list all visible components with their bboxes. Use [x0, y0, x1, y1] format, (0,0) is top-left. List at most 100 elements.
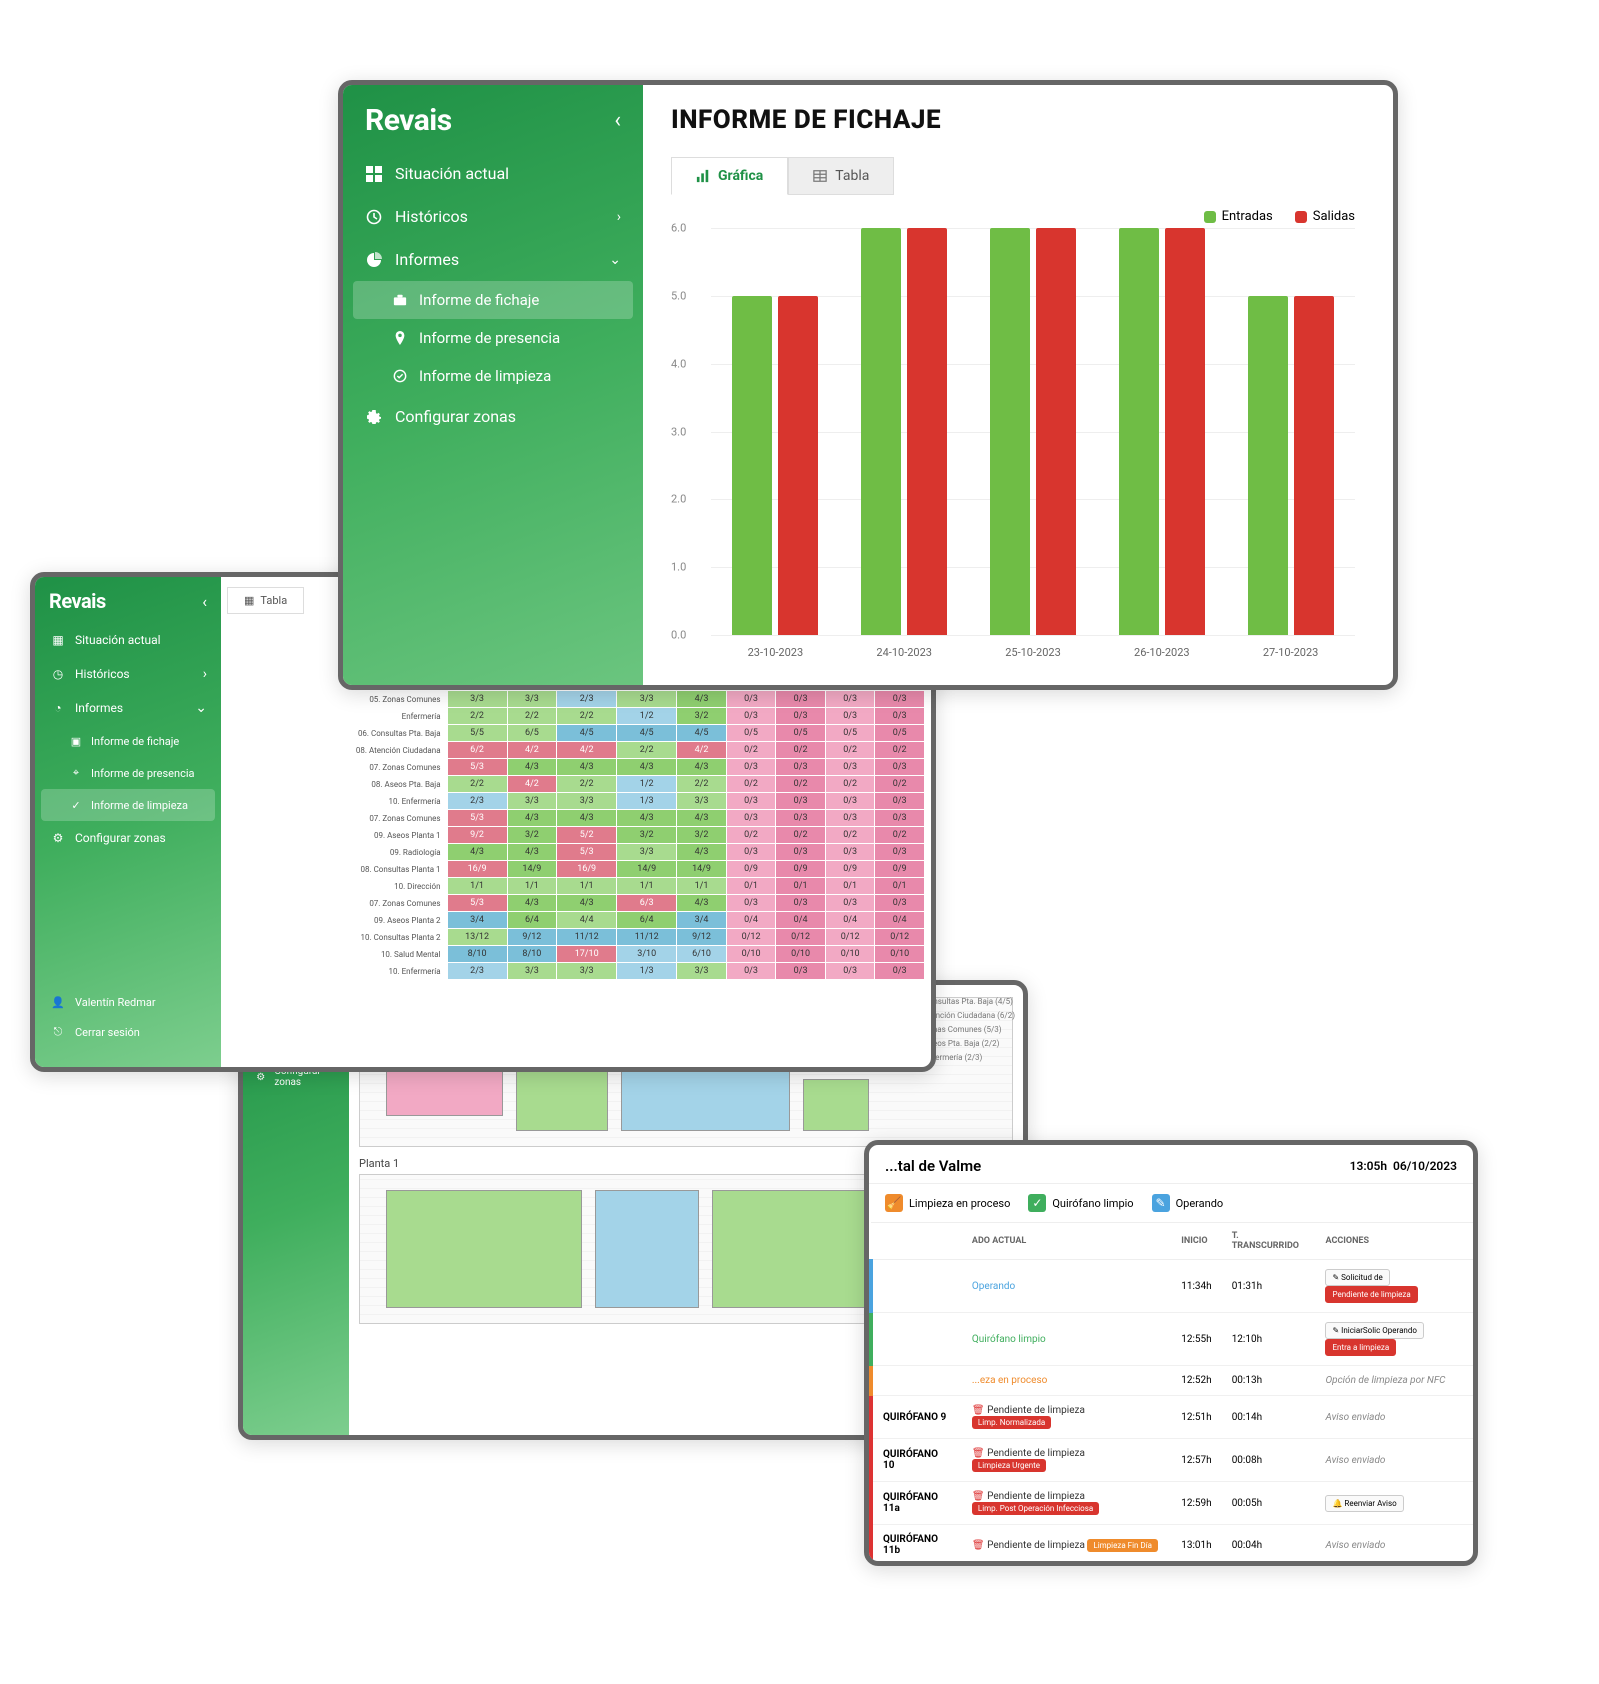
collapse-sidebar-icon[interactable]: ‹	[614, 108, 621, 133]
trash-icon[interactable]: 🗑	[972, 1448, 985, 1459]
heat-cell[interactable]: 3/3	[557, 963, 617, 980]
heat-cell[interactable]: 3/2	[677, 708, 727, 725]
heat-cell[interactable]: 0/3	[726, 810, 776, 827]
heat-cell[interactable]: 5/2	[557, 827, 617, 844]
collapse-sidebar-icon[interactable]: ‹	[202, 592, 207, 611]
heat-cell[interactable]: 0/3	[726, 963, 776, 980]
heat-cell[interactable]: 0/10	[726, 946, 776, 963]
heat-cell[interactable]: 0/3	[825, 963, 875, 980]
heat-cell[interactable]: 3/3	[557, 793, 617, 810]
nav-sub-presencia[interactable]: ⌖ Informe de presencia	[35, 757, 221, 789]
nav-user[interactable]: 👤 Valentín Redmar	[49, 987, 207, 1017]
nav-situacion-actual[interactable]: Situación actual	[343, 152, 643, 195]
heat-cell[interactable]: 3/3	[617, 691, 677, 708]
heat-cell[interactable]: 3/3	[507, 793, 557, 810]
heat-cell[interactable]: 0/3	[875, 759, 925, 776]
nav-configurar[interactable]: ⚙ Configurar zonas	[35, 821, 221, 855]
heat-cell[interactable]: 4/3	[447, 844, 507, 861]
heat-cell[interactable]: 0/5	[875, 725, 925, 742]
heat-cell[interactable]: 0/3	[726, 793, 776, 810]
bar-salidas[interactable]	[907, 228, 947, 635]
heat-cell[interactable]: 2/2	[447, 708, 507, 725]
heat-cell[interactable]: 6/4	[507, 912, 557, 929]
heat-cell[interactable]: 0/1	[825, 878, 875, 895]
bar-salidas[interactable]	[1294, 296, 1334, 635]
heat-cell[interactable]: 0/3	[776, 793, 826, 810]
heat-cell[interactable]: 4/3	[507, 759, 557, 776]
heat-cell[interactable]: 4/3	[507, 895, 557, 912]
heat-cell[interactable]: 0/2	[875, 827, 925, 844]
heat-cell[interactable]: 0/5	[726, 725, 776, 742]
heat-cell[interactable]: 6/5	[507, 725, 557, 742]
heat-cell[interactable]: 3/2	[677, 827, 727, 844]
heat-cell[interactable]: 3/2	[617, 827, 677, 844]
heat-cell[interactable]: 0/4	[875, 912, 925, 929]
heat-cell[interactable]: 0/3	[875, 708, 925, 725]
heat-cell[interactable]: 0/10	[875, 946, 925, 963]
trash-icon[interactable]: 🗑	[972, 1405, 985, 1416]
heat-cell[interactable]: 3/3	[507, 691, 557, 708]
heat-cell[interactable]: 0/5	[825, 725, 875, 742]
heat-cell[interactable]: 4/3	[677, 844, 727, 861]
heat-cell[interactable]: 3/3	[677, 963, 727, 980]
heat-cell[interactable]: 0/3	[776, 963, 826, 980]
heat-cell[interactable]: 0/4	[825, 912, 875, 929]
trash-icon[interactable]: 🗑	[972, 1540, 985, 1551]
heat-cell[interactable]: 14/9	[617, 861, 677, 878]
heat-cell[interactable]: 0/3	[825, 708, 875, 725]
nav-sub-presencia[interactable]: Informe de presencia	[343, 319, 643, 357]
heat-cell[interactable]: 9/12	[507, 929, 557, 946]
heat-cell[interactable]: 0/12	[875, 929, 925, 946]
heat-cell[interactable]: 2/2	[557, 708, 617, 725]
heat-cell[interactable]: 0/12	[776, 929, 826, 946]
heat-cell[interactable]: 4/3	[677, 895, 727, 912]
heat-cell[interactable]: 0/12	[825, 929, 875, 946]
nav-sub-fichaje[interactable]: Informe de fichaje	[353, 281, 633, 319]
resend-button[interactable]: 🔔 Reenviar Aviso	[1325, 1495, 1403, 1512]
heat-cell[interactable]: 9/12	[677, 929, 727, 946]
heat-cell[interactable]: 0/4	[726, 912, 776, 929]
heat-cell[interactable]: 0/9	[825, 861, 875, 878]
heat-cell[interactable]: 0/3	[875, 844, 925, 861]
bar-salidas[interactable]	[778, 296, 818, 635]
bar-salidas[interactable]	[1165, 228, 1205, 635]
heat-cell[interactable]: 2/2	[447, 776, 507, 793]
nav-historicos[interactable]: Históricos ›	[343, 195, 643, 238]
heat-cell[interactable]: 5/3	[447, 810, 507, 827]
heat-cell[interactable]: 4/4	[557, 912, 617, 929]
heat-cell[interactable]: 1/2	[617, 708, 677, 725]
heat-cell[interactable]: 5/3	[557, 844, 617, 861]
heat-cell[interactable]: 4/2	[507, 776, 557, 793]
heat-cell[interactable]: 0/3	[776, 759, 826, 776]
heat-cell[interactable]: 4/3	[557, 810, 617, 827]
heat-cell[interactable]: 0/9	[875, 861, 925, 878]
heat-cell[interactable]: 4/5	[677, 725, 727, 742]
heat-cell[interactable]: 3/4	[677, 912, 727, 929]
heat-cell[interactable]: 13/12	[447, 929, 507, 946]
tab-tabla[interactable]: ▦ Tabla	[227, 587, 304, 614]
heat-cell[interactable]: 0/1	[776, 878, 826, 895]
tab-tabla[interactable]: Tabla	[788, 157, 894, 195]
heat-cell[interactable]: 0/3	[726, 691, 776, 708]
heat-cell[interactable]: 0/2	[825, 742, 875, 759]
heat-cell[interactable]: 11/12	[617, 929, 677, 946]
heat-cell[interactable]: 0/3	[825, 691, 875, 708]
heat-cell[interactable]: 0/2	[875, 742, 925, 759]
heat-cell[interactable]: 11/12	[557, 929, 617, 946]
heat-cell[interactable]: 0/3	[726, 844, 776, 861]
heat-cell[interactable]: 1/2	[617, 776, 677, 793]
heat-cell[interactable]: 4/3	[617, 810, 677, 827]
heat-cell[interactable]: 0/1	[726, 878, 776, 895]
nav-sub-limpieza[interactable]: ✓ Informe de limpieza	[41, 789, 215, 821]
nav-historicos[interactable]: ◷ Históricos ›	[35, 657, 221, 691]
heat-cell[interactable]: 0/2	[825, 827, 875, 844]
heat-cell[interactable]: 4/3	[677, 691, 727, 708]
heat-cell[interactable]: 2/2	[677, 776, 727, 793]
heat-cell[interactable]: 0/2	[726, 776, 776, 793]
heat-cell[interactable]: 2/2	[507, 708, 557, 725]
heat-cell[interactable]: 0/3	[776, 895, 826, 912]
heat-cell[interactable]: 0/2	[776, 776, 826, 793]
nav-sub-fichaje[interactable]: ▣ Informe de fichaje	[35, 725, 221, 757]
nav-logout[interactable]: ⎋ Cerrar sesión	[49, 1017, 207, 1047]
heat-cell[interactable]: 16/9	[447, 861, 507, 878]
